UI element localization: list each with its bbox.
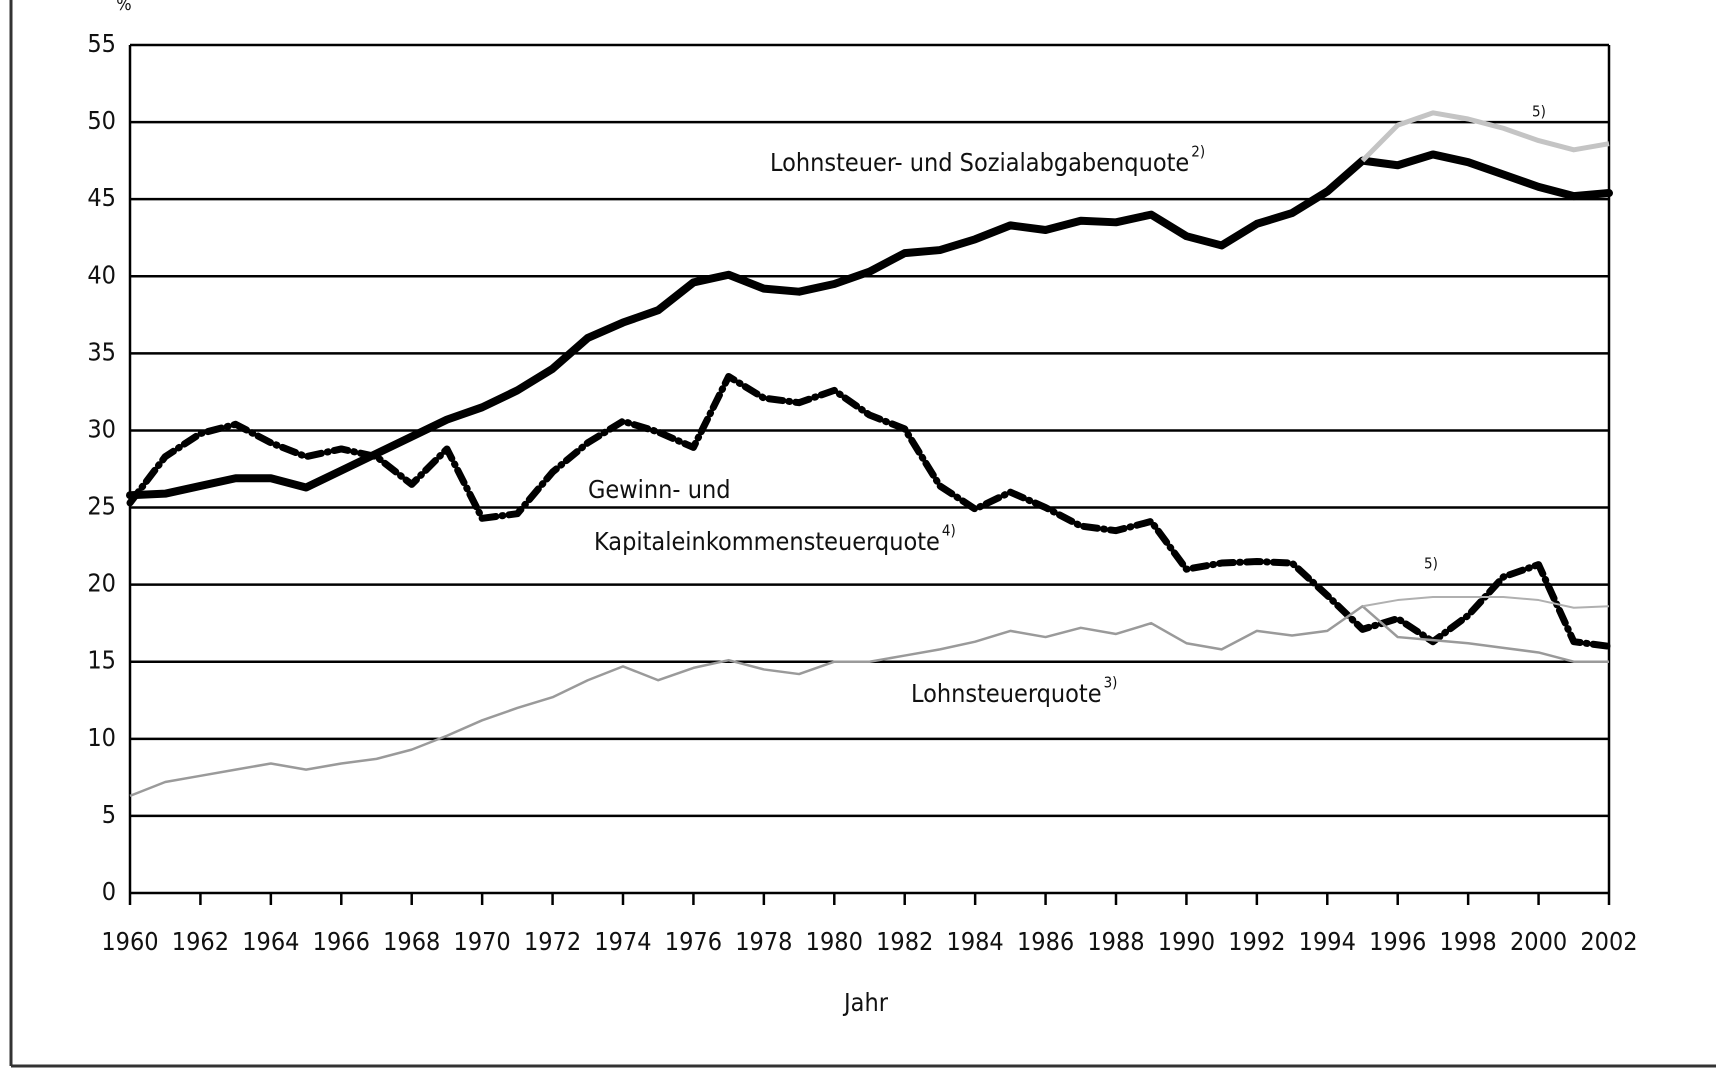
x-tick-label: 1974: [594, 927, 651, 956]
y-tick-label: 55: [87, 29, 116, 58]
series-note: 3): [1104, 674, 1118, 692]
y-tick-label: 45: [87, 183, 116, 212]
x-tick-label: 1990: [1158, 927, 1215, 956]
y-unit: %: [116, 0, 131, 15]
x-tick-label: 1970: [454, 927, 511, 956]
y-tick-label: 20: [87, 569, 116, 598]
x-tick-label: 1964: [242, 927, 299, 956]
x-tick-label: 1960: [101, 927, 158, 956]
series-note: 4): [942, 522, 956, 540]
series-label: Gewinn- und: [588, 475, 731, 504]
y-tick-label: 30: [87, 414, 116, 443]
y-tick-label: 0: [102, 877, 116, 906]
y-tick-label: 25: [87, 492, 116, 521]
x-tick-label: 2002: [1580, 927, 1637, 956]
series-line: [126, 150, 1613, 500]
x-tick-label: 1988: [1087, 927, 1144, 956]
x-axis-label: Jahr: [842, 988, 889, 1017]
y-tick-label: 10: [87, 723, 116, 752]
y-tick-label: 5: [102, 800, 116, 829]
x-tick-label: 1968: [383, 927, 440, 956]
y-tick-label: 15: [87, 646, 116, 675]
y-tick-label: 40: [87, 260, 116, 289]
x-tick-label: 1980: [806, 927, 863, 956]
x-tick-label: 1966: [313, 927, 370, 956]
series-line: [1362, 595, 1610, 609]
x-tick-label: 1994: [1299, 927, 1356, 956]
series-line: [129, 604, 1609, 798]
series-note: 5): [1424, 555, 1438, 573]
x-tick-label: 2000: [1510, 927, 1567, 956]
series-line: [1360, 110, 1610, 163]
x-tick-label: 1986: [1017, 927, 1074, 956]
x-tick-label: 1996: [1369, 927, 1426, 956]
x-tick-label: 1992: [1228, 927, 1285, 956]
y-tick-label: 50: [87, 106, 116, 135]
series-label: Kapitaleinkommensteuerquote: [594, 527, 940, 556]
y-tick-label: 35: [87, 337, 116, 366]
series-label: Lohnsteuer- und Sozialabgabenquote: [770, 148, 1189, 177]
series-label: Lohnsteuerquote: [911, 679, 1102, 708]
x-tick-label: 1972: [524, 927, 581, 956]
x-tick-label: 1976: [665, 927, 722, 956]
x-tick-label: 1998: [1440, 927, 1497, 956]
x-tick-label: 1982: [876, 927, 933, 956]
x-tick-label: 1984: [947, 927, 1004, 956]
x-tick-label: 1962: [172, 927, 229, 956]
series-note: 5): [1532, 103, 1546, 121]
series-line: [126, 372, 1613, 650]
x-tick-label: 1978: [735, 927, 792, 956]
series-note: 2): [1191, 143, 1205, 161]
